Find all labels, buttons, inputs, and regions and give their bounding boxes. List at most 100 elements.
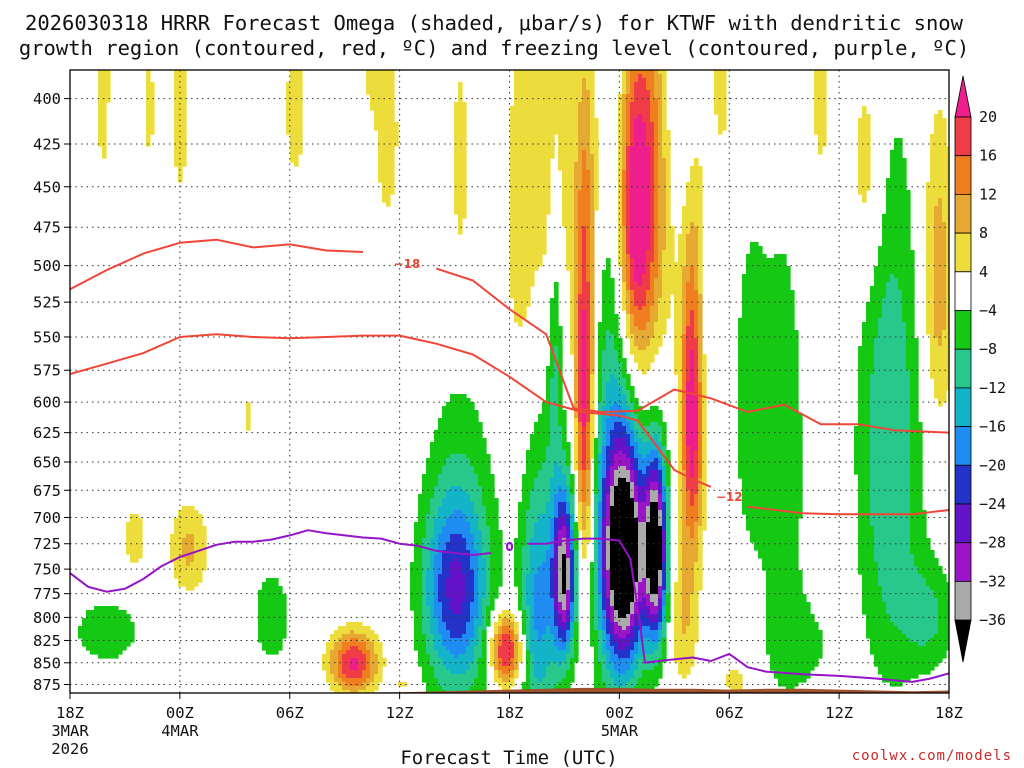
shade-cell-394 [150, 98, 155, 103]
shade-cell-3516 [946, 310, 949, 315]
shade-cell-851 [574, 126, 579, 131]
shade-cell-4006 [786, 342, 791, 347]
shade-cell-3615 [750, 318, 755, 323]
shade-cell-4040 [610, 346, 615, 351]
shade-cell-2322 [522, 234, 527, 239]
shade-cell-1164 [622, 146, 627, 151]
shade-cell-1006 [146, 138, 151, 143]
shade-cell-4097 [578, 350, 583, 355]
shade-cell-707 [518, 118, 523, 123]
shade-cell-96 [642, 74, 647, 79]
shade-cell-2615 [774, 254, 779, 259]
shade-cell-3883 [866, 334, 871, 339]
shade-cell-2843 [666, 270, 671, 275]
shade-cell-4184 [742, 354, 747, 359]
shade-cell-1227 [638, 150, 643, 155]
shade-cell-2701 [538, 262, 543, 267]
shade-cell-1434 [534, 166, 539, 171]
shade-cell-21 [530, 70, 535, 75]
shade-cell-3138 [570, 290, 575, 295]
shade-cell-1993 [622, 206, 627, 211]
shade-cell-4256 [778, 358, 783, 363]
shade-cell-4901 [606, 402, 611, 407]
shade-cell-1096 [566, 142, 571, 147]
shade-cell-1950 [654, 202, 659, 207]
shade-cell-4549 [746, 378, 751, 383]
shade-cell-2751 [930, 262, 935, 267]
shade-cell-1790 [662, 190, 667, 195]
shade-cell-4602 [694, 382, 699, 387]
shade-cell-4220 [558, 358, 563, 363]
shade-cell-757 [286, 122, 291, 127]
shade-cell-4492 [754, 374, 759, 379]
shade-cell-3893 [906, 334, 911, 339]
shade-cell-4795 [778, 394, 783, 399]
shade-cell-852 [578, 126, 583, 131]
shade-cell-4132 [782, 350, 787, 355]
shade-cell-3860 [674, 334, 679, 339]
shade-cell-869 [718, 126, 723, 131]
shade-cell-494 [646, 102, 651, 107]
shade-cell-3812 [774, 330, 779, 335]
shade-cell-459 [374, 102, 379, 107]
shade-cell-1040 [590, 138, 595, 143]
shade-cell-1322 [530, 158, 535, 163]
shade-cell-1218 [582, 150, 587, 155]
shade-cell-264 [642, 86, 647, 91]
shade-cell-4587 [582, 382, 587, 387]
shade-cell-1002 [938, 134, 943, 139]
shade-cell-2060 [698, 210, 703, 215]
shade-cell-4090 [942, 346, 947, 351]
shade-cell-895 [394, 130, 399, 135]
shade-cell-1246 [946, 150, 949, 155]
shade-cell-818 [150, 126, 155, 131]
shade-cell-3327 [522, 302, 527, 307]
shade-cell-3267 [570, 298, 575, 303]
shade-cell-346 [374, 94, 379, 99]
shade-cell-2543 [642, 250, 647, 255]
shade-cell-893 [386, 130, 391, 135]
shade-cell-1864 [382, 198, 387, 203]
shade-cell-1672 [638, 182, 643, 187]
shade-cell-715 [550, 118, 555, 123]
shade-cell-2457 [890, 242, 895, 247]
shade-cell-1170 [646, 146, 651, 151]
shade-cell-2689 [930, 258, 935, 263]
shade-cell-219 [98, 86, 103, 91]
shade-cell-1207 [534, 150, 539, 155]
shade-cell-2811 [910, 266, 915, 271]
shade-cell-1874 [530, 198, 535, 203]
shade-cell-3850 [614, 334, 619, 339]
shade-cell-3712 [574, 326, 579, 331]
shade-cell-1654 [534, 182, 539, 187]
shade-cell-4906 [626, 402, 631, 407]
shade-cell-3509 [906, 310, 911, 315]
shade-cell-193 [558, 82, 563, 87]
shade-cell-2048 [638, 210, 643, 215]
shade-cell-3742 [750, 326, 755, 331]
shade-cell-4496 [770, 374, 775, 379]
shade-cell-1731 [650, 186, 655, 191]
shade-cell-3841 [574, 334, 579, 339]
shade-cell-3646 [554, 322, 559, 327]
shade-cell-3227 [686, 294, 691, 299]
shade-cell-434 [638, 98, 643, 103]
shade-cell-1242 [930, 150, 935, 155]
shade-cell-4841 [634, 398, 639, 403]
shade-cell-1869 [510, 198, 515, 203]
shade-cell-4860 [782, 398, 787, 403]
shade-cell-2205 [690, 222, 695, 227]
shade-cell-4390 [882, 366, 887, 371]
shade-cell-2094 [626, 214, 631, 219]
shade-cell-3626 [866, 318, 871, 323]
shade-cell-3710 [558, 326, 563, 331]
shade-cell-3765 [910, 326, 915, 331]
shade-cell-2159 [882, 218, 887, 223]
shade-cell-2873 [926, 270, 931, 275]
shade-cell-115 [290, 78, 295, 83]
shade-cell-3394 [554, 306, 559, 311]
shade-cell-774 [526, 122, 531, 127]
shade-cell-438 [654, 98, 659, 103]
shade-cell-1822 [538, 194, 543, 199]
shade-cell-3346 [646, 302, 651, 307]
